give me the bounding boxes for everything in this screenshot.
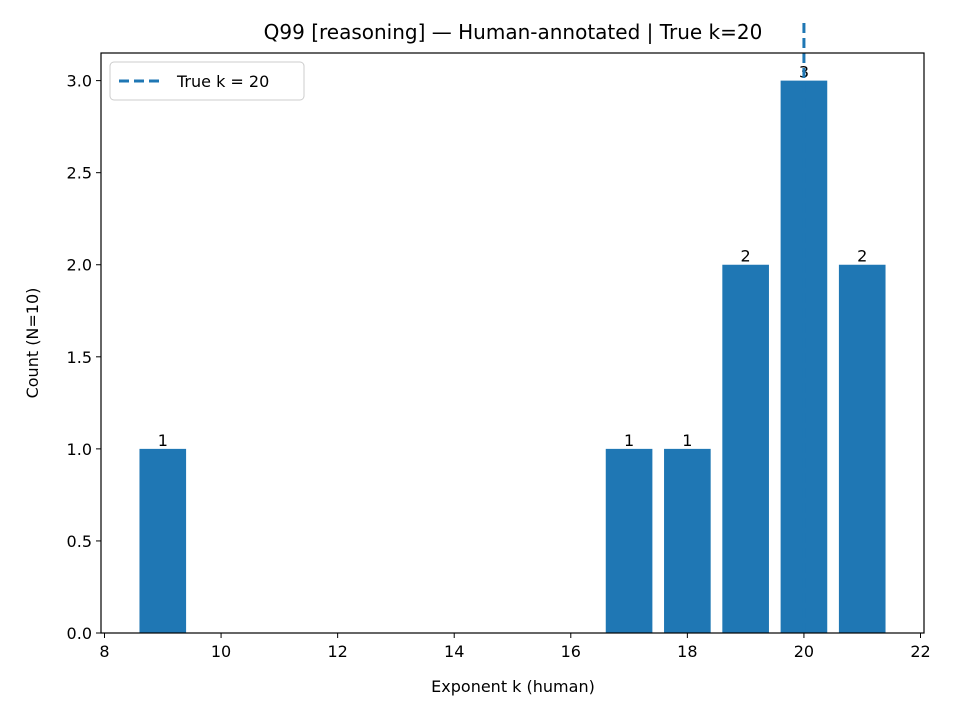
y-tick-label: 2.5 [67, 164, 92, 183]
x-tick-label: 14 [444, 642, 464, 661]
x-tick-label: 12 [327, 642, 347, 661]
bar-k-21 [838, 264, 886, 633]
bar-k-19 [722, 264, 769, 633]
x-axis-ticks: 8 10 12 14 16 18 20 22 [99, 633, 931, 661]
y-axis-label: Count (N=10) [23, 288, 42, 399]
x-axis-label: Exponent k (human) [431, 677, 595, 696]
legend-frame [109, 61, 305, 101]
y-axis-ticks: 0.0 0.5 1.0 1.5 2.0 2.5 3.0 [67, 72, 101, 643]
chart-title: Q99 [reasoning] — Human-annotated | True… [264, 20, 763, 44]
bar-k-9 [139, 448, 187, 633]
bar-value-label: 1 [158, 431, 168, 450]
bar-value-label: 2 [857, 247, 867, 266]
x-tick-label: 16 [561, 642, 581, 661]
x-tick-label: 18 [677, 642, 697, 661]
x-tick-label: 22 [910, 642, 930, 661]
bar-k-18 [664, 448, 711, 633]
bars-group [139, 80, 886, 634]
y-tick-label: 2.0 [67, 256, 92, 275]
x-tick-label: 8 [99, 642, 109, 661]
x-tick-label: 20 [794, 642, 814, 661]
y-tick-label: 0.0 [67, 624, 92, 643]
bar-k-17 [605, 448, 653, 633]
legend: True k = 20 [109, 61, 305, 101]
bar-value-label: 1 [682, 431, 692, 450]
y-tick-label: 1.5 [67, 348, 92, 367]
x-tick-label: 10 [211, 642, 231, 661]
legend-entry-true-k: True k = 20 [176, 72, 269, 91]
y-tick-label: 1.0 [67, 440, 92, 459]
bar-value-label: 1 [624, 431, 634, 450]
y-tick-label: 0.5 [67, 532, 92, 551]
y-tick-label: 3.0 [67, 72, 92, 91]
plot-area-frame [100, 52, 925, 634]
bar-value-label: 2 [741, 247, 751, 266]
